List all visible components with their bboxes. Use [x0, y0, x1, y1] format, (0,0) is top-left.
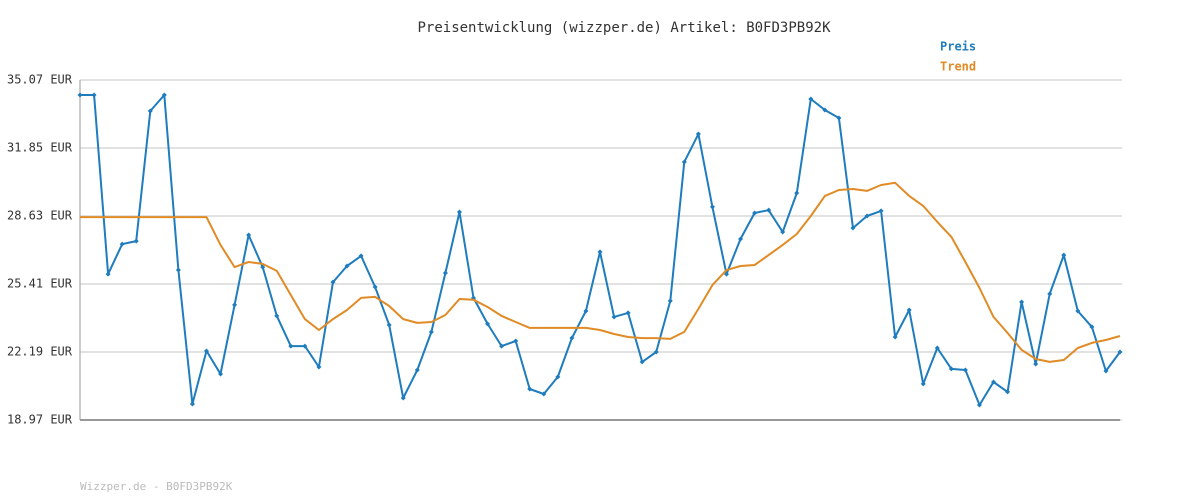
point-marker — [456, 209, 462, 215]
point-marker — [274, 313, 280, 319]
point-marker — [260, 264, 266, 270]
point-marker — [780, 229, 786, 235]
point-marker — [583, 308, 589, 314]
point-marker — [948, 366, 954, 372]
point-marker — [203, 348, 209, 354]
series-line — [80, 181, 1121, 363]
legend-entry: Trend — [940, 60, 976, 74]
point-marker — [513, 338, 519, 344]
point-marker — [625, 310, 631, 316]
point-marker — [906, 307, 912, 313]
point-marker — [527, 386, 533, 392]
point-marker — [1089, 324, 1095, 330]
point-marker — [316, 364, 322, 370]
footer: Wizzper.de - B0FD3PB92K — [80, 480, 233, 493]
y-tick-label: 22.19 EUR — [7, 345, 73, 359]
point-marker — [246, 232, 252, 238]
y-tick-label: 25.41 EUR — [7, 277, 73, 291]
point-marker — [105, 271, 111, 277]
point-marker — [119, 241, 125, 247]
point-marker — [541, 391, 547, 397]
point-marker — [653, 349, 659, 355]
point-marker — [499, 343, 505, 349]
point-marker — [822, 107, 828, 113]
point-marker — [77, 92, 83, 98]
legend-entry: Preis — [940, 40, 976, 54]
point-marker — [330, 279, 336, 285]
point-marker — [133, 238, 139, 244]
point-marker — [189, 401, 195, 407]
point-marker — [836, 115, 842, 121]
point-marker — [1005, 389, 1011, 395]
point-marker — [386, 322, 392, 328]
point-marker — [1061, 252, 1067, 258]
point-marker — [1117, 349, 1123, 355]
point-marker — [920, 381, 926, 387]
point-marker — [414, 367, 420, 373]
y-tick-label: 28.63 EUR — [7, 209, 73, 223]
point-marker — [428, 329, 434, 335]
point-marker — [344, 263, 350, 269]
y-tick-label: 31.85 EUR — [7, 141, 73, 155]
point-marker — [569, 335, 575, 341]
point-marker — [892, 334, 898, 340]
point-marker — [991, 379, 997, 385]
y-tick-label: 18.97 EUR — [7, 413, 73, 427]
point-marker — [218, 371, 224, 377]
point-marker — [681, 159, 687, 165]
point-marker — [1075, 308, 1081, 314]
point-marker — [1033, 361, 1039, 367]
point-marker — [976, 402, 982, 408]
point-marker — [752, 210, 758, 216]
point-marker — [738, 236, 744, 242]
point-marker — [442, 270, 448, 276]
point-marker — [639, 359, 645, 365]
point-marker — [555, 374, 561, 380]
point-marker — [808, 96, 814, 102]
y-tick-label: 35.07 EUR — [7, 73, 73, 87]
point-marker — [794, 190, 800, 196]
point-marker — [709, 204, 715, 210]
point-marker — [597, 249, 603, 255]
point-marker — [1047, 291, 1053, 297]
point-marker — [91, 92, 97, 98]
point-marker — [962, 367, 968, 373]
chart-title: Preisentwicklung (wizzper.de) Artikel: B… — [417, 20, 831, 36]
point-marker — [232, 302, 238, 308]
point-marker — [1019, 299, 1025, 305]
point-marker — [485, 321, 491, 327]
point-marker — [400, 395, 406, 401]
point-marker — [161, 92, 167, 98]
point-marker — [372, 284, 378, 290]
point-marker — [878, 208, 884, 214]
point-marker — [934, 345, 940, 351]
point-marker — [766, 207, 772, 213]
point-marker — [850, 225, 856, 231]
point-marker — [175, 267, 181, 273]
point-marker — [1103, 368, 1109, 374]
point-marker — [667, 298, 673, 304]
point-marker — [358, 253, 364, 259]
point-marker — [864, 213, 870, 219]
point-marker — [288, 343, 294, 349]
point-marker — [611, 314, 617, 320]
point-marker — [695, 131, 701, 137]
point-marker — [302, 343, 308, 349]
point-marker — [147, 108, 153, 114]
